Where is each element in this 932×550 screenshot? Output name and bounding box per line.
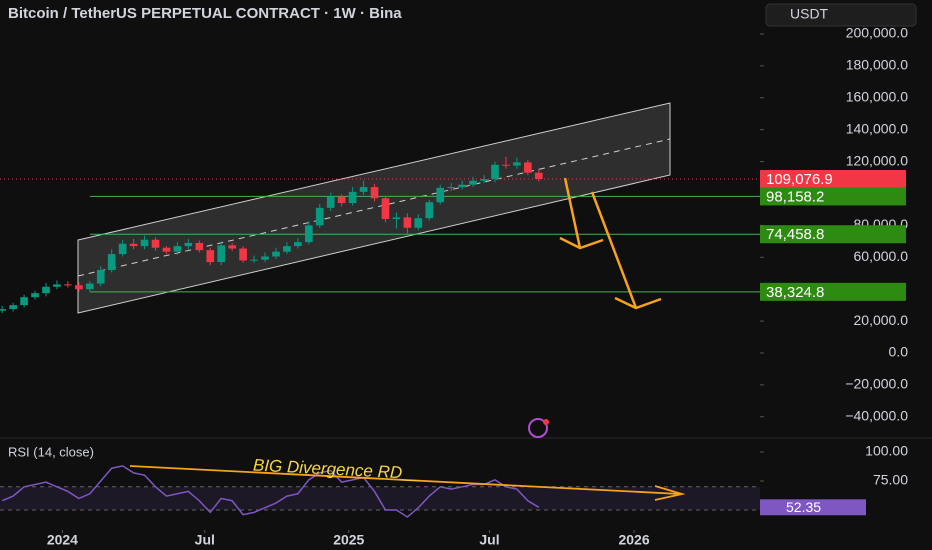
candle-body [337, 196, 346, 204]
candle-body [513, 162, 521, 166]
rsi-title: RSI (14, close) [8, 444, 94, 459]
candle-body [107, 254, 116, 271]
y-tick-label: 60,000.0 [854, 248, 909, 264]
candle-body [425, 202, 434, 219]
rsi-band-fill [0, 486, 760, 511]
y-tick-label: 140,000.0 [846, 120, 908, 136]
x-tick-label: 2025 [333, 532, 364, 548]
y-tick-label: 180,000.0 [846, 57, 908, 73]
candle-body [9, 305, 17, 310]
candle-body [326, 196, 335, 208]
candle-body [348, 191, 357, 204]
candle-body [524, 162, 532, 173]
candle-body [458, 184, 466, 188]
candle-body [31, 293, 39, 298]
price-tag [760, 225, 906, 244]
rsi-tick-label: 75.00 [873, 472, 908, 488]
channel-midline [77, 138, 671, 277]
candle-body [403, 217, 412, 228]
y-tick-label: 20,000.0 [854, 312, 909, 328]
candle-body [239, 248, 247, 261]
x-tick-label: Jul [195, 532, 215, 548]
candle-body [447, 187, 456, 189]
rsi-line [1, 465, 540, 518]
price-tag [760, 282, 906, 301]
candle-body [315, 207, 324, 226]
arrow [590, 191, 638, 309]
candle-body [272, 251, 280, 257]
candle-body [64, 284, 72, 286]
candle-body [414, 218, 423, 228]
divergence-line [129, 465, 681, 495]
currency[interactable]: USDT [790, 6, 829, 22]
price-tag-label: 38,324.8 [766, 284, 824, 301]
x-tick-label: 2024 [47, 532, 78, 548]
candle-body [502, 164, 510, 166]
symbol-title: Bitcoin / TetherUS PERPETUAL CONTRACT · … [8, 5, 402, 22]
candle-body [96, 270, 105, 284]
candle-body [0, 309, 7, 311]
candle-body [140, 239, 149, 247]
candle-body [370, 187, 379, 199]
candle-body [217, 245, 226, 263]
candle-body [534, 172, 543, 180]
arrow-head [559, 236, 604, 250]
candle-body [195, 242, 204, 251]
x-tick-label: Jul [479, 532, 499, 548]
candle-body [85, 283, 94, 290]
price-tag-label: 74,458.8 [766, 226, 824, 243]
arrow-head [614, 296, 662, 310]
candle-body [491, 164, 499, 180]
candle-body [118, 243, 127, 255]
candle-body [294, 242, 302, 247]
candle-body [184, 242, 193, 247]
currency-button[interactable] [765, 3, 917, 27]
x-tick-label: 2026 [618, 532, 649, 548]
candle-body [283, 246, 291, 252]
price-tag [760, 187, 906, 206]
candle-body [162, 247, 171, 252]
rsi-tag [760, 499, 866, 516]
candle-body [75, 285, 83, 290]
rsi-tag-label: 52.35 [786, 499, 821, 515]
candle-body [151, 239, 160, 248]
rsi-tick-label: 100.00 [865, 443, 908, 459]
event-icon[interactable] [528, 418, 548, 438]
y-tick-label: 200,000.0 [846, 25, 908, 41]
y-tick-label: −20,000.0 [845, 376, 908, 392]
candle-body [381, 198, 390, 219]
candle-body [42, 286, 50, 294]
price-tag-label: 109,076.9 [766, 171, 833, 188]
candle-body [436, 187, 445, 203]
candle-body [480, 179, 488, 181]
price-tag-label: 98,158.2 [766, 188, 824, 205]
arrow [563, 177, 582, 249]
event-dot [543, 419, 549, 425]
candle-body [53, 284, 61, 287]
candle-body [304, 225, 313, 243]
divergence-arrow-head [654, 485, 686, 501]
candle-body [359, 187, 368, 192]
candle-body [469, 180, 477, 185]
y-tick-label: 160,000.0 [846, 88, 908, 104]
candle-body [129, 243, 138, 247]
candle-body [228, 245, 236, 249]
candle-body [250, 259, 258, 261]
candle-body [173, 246, 182, 252]
arrows [129, 177, 686, 501]
candle-body [261, 256, 269, 260]
candle-body [20, 297, 28, 306]
candle-body [206, 250, 215, 263]
y-tick-label: 0.0 [889, 344, 909, 360]
y-tick-label: 120,000.0 [846, 152, 908, 168]
y-tick-label: −40,000.0 [845, 407, 908, 423]
candle-body [392, 217, 401, 219]
